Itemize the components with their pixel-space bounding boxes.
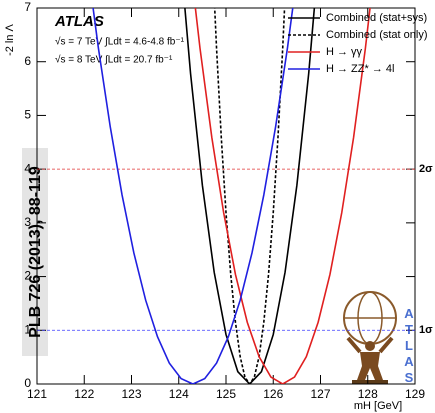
y-tick-label: 5: [24, 108, 31, 122]
y-tick-label: 7: [24, 0, 31, 14]
curve: [92, 8, 294, 384]
x-axis-title: mH [GeV]: [354, 400, 402, 412]
y-tick-label: 3: [24, 215, 31, 229]
curve: [213, 8, 286, 384]
reference-box: [22, 148, 48, 356]
curve: [184, 8, 316, 384]
y-tick-label: 6: [24, 54, 31, 68]
atlas-logo: [343, 291, 397, 384]
reference-label: 1σ: [419, 324, 433, 336]
x-tick-label: 128: [358, 387, 378, 401]
plot-area: [92, 8, 371, 384]
y-tick-label: 4: [24, 161, 31, 175]
curve: [194, 8, 371, 384]
y-tick-label: 2: [24, 269, 31, 283]
legend-label: Combined (stat only): [326, 29, 428, 41]
x-tick-label: 127: [310, 387, 330, 401]
x-tick-label: 122: [74, 387, 94, 401]
x-tick-label: 126: [263, 387, 283, 401]
experiment-label: ATLAS: [54, 13, 104, 30]
x-tick-label: 123: [121, 387, 141, 401]
reference-text: PLB 726 (2013), 88-119: [27, 166, 44, 338]
y-tick-label: 1: [24, 322, 31, 336]
y-axis-title: -2 ln Λ: [4, 23, 16, 55]
x-tick-label: 124: [169, 387, 189, 401]
legend-label: Combined (stat+sys): [326, 12, 427, 24]
logo-text: ATLAS: [402, 306, 417, 386]
legend-label: H → γγ: [326, 46, 363, 58]
legend-label: H → ZZ* → 4l: [326, 63, 394, 75]
reference-label: 2σ: [419, 163, 433, 175]
x-tick-label: 125: [216, 387, 236, 401]
annotation: √s = 7 TeV ∫Ldt = 4.6-4.8 fb⁻¹: [55, 36, 185, 48]
x-tick-label: 121: [27, 387, 47, 401]
y-tick-label: 0: [24, 376, 31, 390]
annotation: √s = 8 TeV ∫Ldt = 20.7 fb⁻¹: [55, 54, 173, 66]
x-tick-label: 129: [405, 387, 425, 401]
